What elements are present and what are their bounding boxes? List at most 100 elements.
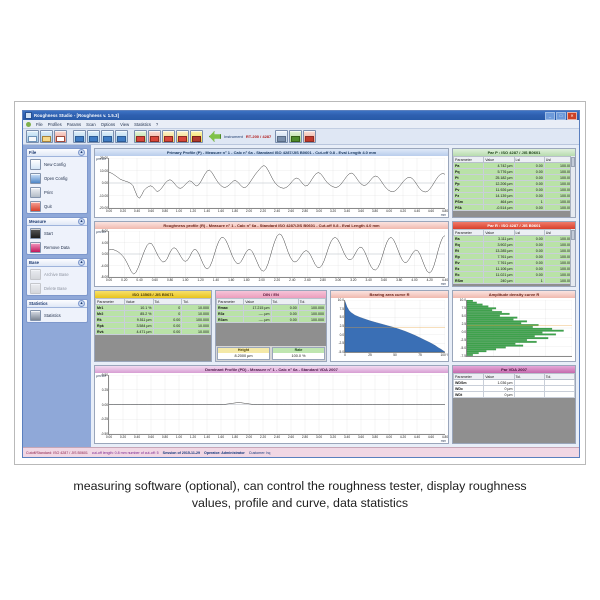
table-row[interactable]: R3zm ---- µm 0.00 100.000 xyxy=(216,316,326,323)
x-tick: 0.00 xyxy=(105,277,113,282)
sidebar-item-label: Statistics xyxy=(44,312,61,318)
chevron-up-icon[interactable]: ▴ xyxy=(78,259,85,266)
sidebar-group-measure-header[interactable]: Measure ▴ xyxy=(27,218,87,226)
open-config-button[interactable] xyxy=(40,130,53,143)
sidebar-item-quit[interactable]: Quit xyxy=(27,199,87,213)
menu-item-profiles[interactable]: Profiles xyxy=(47,121,62,127)
y-tick: 8.00 xyxy=(101,229,108,233)
report-d-button[interactable] xyxy=(176,130,189,143)
sidebar-group-base: Base ▴ Archive Base Delete Base xyxy=(26,258,88,296)
sidebar-item-open-config[interactable]: Open Config xyxy=(27,171,87,185)
sidebar-item-start[interactable]: Start xyxy=(27,226,87,240)
export-button[interactable] xyxy=(115,130,128,143)
menu-item-options[interactable]: Options xyxy=(100,121,116,127)
minimize-button[interactable]: _ xyxy=(545,111,555,120)
table-row[interactable]: Rt 13.285 µm 0.00 100.000 xyxy=(453,247,575,254)
roughness-profile-chart[interactable]: µm/Dir mm 8.00 4.00 0.00 -4.00 -8.00 0.00 0.20… xyxy=(95,229,448,286)
x-tick: 1.40 xyxy=(212,277,220,282)
menu-item-scan[interactable]: Scan xyxy=(86,121,96,127)
x-tick: 0 xyxy=(344,352,346,357)
statistics-icon xyxy=(30,309,41,321)
x-tick: 1.60 xyxy=(217,434,225,439)
table-row[interactable]: Pv 11.926 µm 0.00 100.000 xyxy=(453,186,575,193)
y-tick: 0.0 xyxy=(461,330,466,334)
profile-button[interactable] xyxy=(87,130,100,143)
param-usl xyxy=(543,391,575,398)
sidebar-item-statistics[interactable]: Statistics xyxy=(27,308,87,322)
menu-item-view[interactable]: View xyxy=(120,121,130,127)
x-tick: 3.40 xyxy=(365,277,372,282)
dominant-profile-title: Dominant Profile (PD) - Measure n° 1 - C… xyxy=(95,366,448,373)
table-row[interactable]: Rp 7.761 µm 0.00 100.000 xyxy=(453,253,575,260)
par-p-scrollbar[interactable] xyxy=(570,156,575,217)
stats-button[interactable] xyxy=(190,130,203,143)
x-tick: 1.00 xyxy=(175,434,183,439)
table-row[interactable]: Rvk 4.471 µm 0.00 10.000 xyxy=(95,328,211,335)
menu-item-help[interactable]: ? xyxy=(155,121,159,127)
table-row[interactable]: Pp 12.206 µm 0.00 100.000 xyxy=(453,180,575,187)
amplitude-curve-chart[interactable]: 10.0 7.5 5.0 2.5 0.0 -2.5 -5.0 -7.5 xyxy=(453,298,575,361)
bearing-curve-chart[interactable]: 10.0 7.5 5.0 2.5 0.0 -2.5 -5.0 0 25 50 75 100 % xyxy=(331,298,448,361)
menu-item-file[interactable]: File xyxy=(36,121,43,127)
x-tick: 3.00 xyxy=(334,277,342,282)
param-lsl xyxy=(513,391,545,398)
sidebar-item-remove-data[interactable]: Remove Data xyxy=(27,240,87,254)
y-tick: -8.00 xyxy=(100,275,108,279)
table-row[interactable]: WDt 0 µm xyxy=(453,391,575,398)
y-tick: 2.5 xyxy=(461,322,466,326)
chevron-up-icon[interactable]: ▴ xyxy=(78,300,85,307)
table-row[interactable]: Rk 9.511 µm 0.00 100.000 xyxy=(95,316,211,323)
x-tick: 2.80 xyxy=(319,277,326,282)
maximize-button[interactable]: □ xyxy=(556,111,566,120)
report-r-button[interactable] xyxy=(148,130,161,143)
gear-icon[interactable] xyxy=(289,130,303,143)
search-icon[interactable] xyxy=(275,130,289,143)
help-icon[interactable] xyxy=(303,130,317,143)
report-w-button[interactable] xyxy=(162,130,175,143)
param-lsl: 0.00 xyxy=(270,316,299,323)
instrument-value: RT-200 / 4287 xyxy=(245,134,272,139)
sidebar-item-new-config[interactable]: New Config xyxy=(27,157,87,171)
menu-item-params[interactable]: Params xyxy=(66,121,82,127)
y-tick: 0.25 xyxy=(101,387,108,392)
table-row[interactable]: PSk -0.514 µm 0.00 100.000 xyxy=(453,204,575,211)
sidebar-item-archive-base[interactable]: Archive Base xyxy=(27,267,87,281)
sidebar-group-base-header[interactable]: Base ▴ xyxy=(27,259,87,267)
table-row[interactable]: Rv 7.761 µm 0.00 100.000 xyxy=(453,259,575,266)
sidebar-item-label: Delete Base xyxy=(44,285,67,291)
sidebar-item-print[interactable]: Print xyxy=(27,185,87,199)
sidebar-item-label: Print xyxy=(44,189,53,195)
par-r-scrollbar[interactable] xyxy=(570,229,575,286)
sidebar-group-file-header[interactable]: File ▴ xyxy=(27,149,87,157)
scrollbar-thumb[interactable] xyxy=(571,157,575,167)
menu-item-statistics[interactable]: Statistics xyxy=(134,121,151,127)
par-p-panel: Par P : ISO 4287 / JIS B0601 Parameter Va… xyxy=(452,148,576,218)
table-row[interactable]: RSm 240 µm 1 100.000 xyxy=(453,277,575,284)
measure-button[interactable] xyxy=(73,130,86,143)
y-tick: 7.5 xyxy=(339,306,344,311)
sidebar-item-delete-base[interactable]: Delete Base xyxy=(27,281,87,295)
x-tick: 3.40 xyxy=(343,208,351,213)
primary-profile-chart[interactable]: µm/Dir mm 20.00 10.00 0.00 -10.00 -20.00 0.00… xyxy=(95,156,448,217)
title-bar: Roughness Studio - [Roughness v. 1.5.3] … xyxy=(23,111,579,120)
vda-table: Parameter Value Tol. Tol. WDSm 1.036 µm WDc 0 µ… xyxy=(453,373,575,398)
new-config-button[interactable] xyxy=(26,130,39,143)
report-p-button[interactable] xyxy=(134,130,147,143)
table-row[interactable]: PSm 464 µm 1 100.000 xyxy=(453,198,575,205)
scrollbar-thumb[interactable] xyxy=(571,230,575,240)
table-row[interactable]: Mr1 10.1 % 0 10.000 xyxy=(95,304,211,311)
filter-button[interactable] xyxy=(101,130,114,143)
row-parameters: ISO 13565 / JIS B0671 Parameter Value Tol.… xyxy=(94,290,576,362)
dominant-profile-chart[interactable]: µm/Dir mm 0.50 0.25 0.00 -0.25 -0.50 0.00 0.20… xyxy=(95,373,448,443)
chevron-up-icon[interactable]: ▴ xyxy=(78,149,85,156)
software-screenshot-frame: Roughness Studio - [Roughness v. 1.5.3] … xyxy=(14,101,586,465)
table-row[interactable]: Pt 25.182 µm 0.00 100.000 xyxy=(453,174,575,181)
back-arrow-icon[interactable] xyxy=(209,131,221,142)
save-config-button[interactable] xyxy=(54,130,67,143)
chevron-up-icon[interactable]: ▴ xyxy=(78,218,85,225)
sidebar-group-statistics-header[interactable]: Statistics ▴ xyxy=(27,300,87,308)
dominant-plot-area: 0.50 0.25 0.00 -0.25 -0.50 0.00 0.20 0.40 0.60 0.… xyxy=(101,373,448,439)
close-button[interactable]: ✕ xyxy=(567,111,577,120)
x-tick: 75 xyxy=(418,352,422,357)
